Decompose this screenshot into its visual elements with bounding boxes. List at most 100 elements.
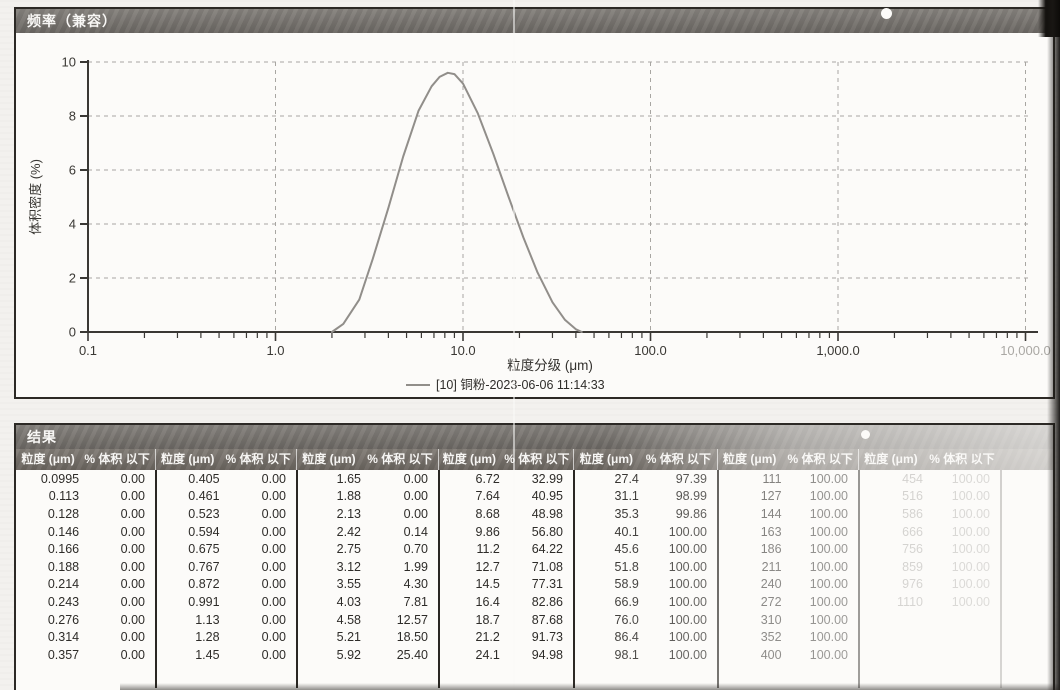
size-cell: 2.42 <box>336 524 361 539</box>
size-cell: 756 <box>902 542 923 557</box>
size-cell: 21.2 <box>475 630 500 645</box>
pct-cell: 100.00 <box>951 559 990 574</box>
table-row: 0.128 0.00 <box>17 505 155 523</box>
pct-cell: 98.99 <box>675 489 707 504</box>
table-row: 186 100.00 <box>719 540 858 558</box>
pct-cell: 0.00 <box>120 559 145 574</box>
size-cell: 6.72 <box>475 471 500 486</box>
pct-cell: 7.81 <box>403 594 428 609</box>
size-cell: 0.146 <box>47 524 80 539</box>
size-cell: 454 <box>902 471 923 486</box>
size-cell: 516 <box>902 489 923 504</box>
table-row: 0.276 0.00 <box>17 611 155 629</box>
table-row: 0.675 0.00 <box>157 540 296 558</box>
y-tick-label: 6 <box>69 163 76 178</box>
table-row: 272 100.00 <box>719 593 858 611</box>
size-cell: 11.2 <box>476 542 500 557</box>
table-row: 7.64 40.95 <box>440 488 573 506</box>
table-row: 51.8 100.00 <box>575 558 717 576</box>
table-row: 211 100.00 <box>719 558 858 576</box>
pct-cell: 0.00 <box>261 489 286 504</box>
y-tick-label: 8 <box>69 109 76 124</box>
size-cell: 40.1 <box>614 524 639 539</box>
pct-cell: 0.00 <box>403 506 428 521</box>
table-row: 12.7 71.08 <box>440 558 573 576</box>
table-row: 18.7 87.68 <box>440 611 573 629</box>
size-cell: 0.113 <box>48 489 80 504</box>
size-cell: 58.9 <box>614 577 639 592</box>
size-cell: 98.1 <box>614 647 639 662</box>
pct-cell: 0.00 <box>261 471 286 486</box>
size-cell: 127 <box>760 489 782 504</box>
size-column-header: 粒度 (μm) <box>442 452 497 466</box>
pct-cell: 0.00 <box>120 630 145 645</box>
size-cell: 4.58 <box>336 612 361 627</box>
size-cell: 27.4 <box>614 471 639 486</box>
size-cell: 586 <box>902 506 923 521</box>
table-row: 45.6 100.00 <box>575 540 717 558</box>
pct-cell: 0.00 <box>261 506 286 521</box>
column-separator <box>1000 470 1002 688</box>
pct-cell: 100.00 <box>668 542 707 557</box>
result-column-group-header: 粒度 (μm) % 体积 以下 <box>717 449 859 470</box>
size-cell: 0.675 <box>188 542 220 557</box>
table-row: 0.188 0.00 <box>17 558 155 576</box>
result-column-group: 0.0995 0.00 0.113 0.00 0.128 0.00 0.146 0.00 0.1… <box>17 470 155 688</box>
table-row: 0.767 0.00 <box>157 558 296 576</box>
pct-column-header: % 体积 以下 <box>504 452 570 466</box>
size-cell: 240 <box>760 577 782 592</box>
table-row: 76.0 100.00 <box>575 611 717 629</box>
size-cell: 1.88 <box>336 489 361 504</box>
size-column-header: 粒度 (μm) <box>864 452 918 466</box>
pct-cell: 0.00 <box>261 647 286 662</box>
table-row: 24.1 94.98 <box>440 646 573 664</box>
table-row: 1.88 0.00 <box>298 488 438 506</box>
size-cell: 14.5 <box>475 577 500 592</box>
result-column-group-header: 粒度 (μm) % 体积 以下 <box>296 449 439 470</box>
pct-cell: 100.00 <box>809 542 848 557</box>
table-row: 6.72 32.99 <box>440 470 573 488</box>
pct-cell: 100.00 <box>809 506 848 521</box>
frequency-chart-panel: 频率（兼容） 0 2 4 6 8 10 0.1 1.0 10.0 100.0 1,000.0 10,0… <box>14 7 1055 399</box>
pct-cell: 0.00 <box>403 489 428 504</box>
size-cell: 0.594 <box>188 524 220 539</box>
size-cell: 18.7 <box>475 612 500 627</box>
x-tick-label: 10.0 <box>450 343 475 358</box>
pct-cell: 0.00 <box>120 577 145 592</box>
size-cell: 1.28 <box>195 630 220 645</box>
size-cell: 666 <box>902 524 923 539</box>
table-row: 454 100.00 <box>860 470 1000 488</box>
table-row: 0.243 0.00 <box>17 593 155 611</box>
result-column-group: 6.72 32.99 7.64 40.95 8.68 48.98 9.86 56.80 11.2… <box>438 470 573 688</box>
results-panel: 结果 粒度 (μm)% 体积 以下 粒度 (μm)% 体积 以下 粒度 (μm)% … <box>14 423 1055 690</box>
table-row: 2.42 0.14 <box>298 523 438 541</box>
table-row: 0.166 0.00 <box>17 540 155 558</box>
table-row: 516 100.00 <box>860 488 1000 506</box>
size-cell: 16.4 <box>475 594 500 609</box>
size-cell: 7.64 <box>475 489 500 504</box>
table-row: 35.3 99.86 <box>575 505 717 523</box>
size-cell: 8.68 <box>475 506 500 521</box>
pct-cell: 0.00 <box>120 524 145 539</box>
pct-cell: 0.00 <box>120 471 145 486</box>
y-tick-label: 2 <box>69 271 76 286</box>
size-cell: 5.21 <box>336 630 361 645</box>
pct-column-header: % 体积 以下 <box>929 452 995 466</box>
pct-cell: 0.00 <box>261 630 286 645</box>
table-row: 0.113 0.00 <box>17 488 155 506</box>
size-cell: 0.166 <box>47 542 80 557</box>
table-row: 0.357 0.00 <box>17 646 155 664</box>
table-row: 11.2 64.22 <box>440 540 573 558</box>
pct-cell: 64.22 <box>531 542 563 557</box>
pct-cell: 1.99 <box>403 559 428 574</box>
pct-cell: 91.73 <box>531 630 563 645</box>
size-column-header: 粒度 (μm) <box>21 452 75 466</box>
table-row: 240 100.00 <box>719 576 858 594</box>
y-tick-label: 10 <box>62 55 76 70</box>
pct-column-header: % 体积 以下 <box>645 452 712 466</box>
pct-column-header: % 体积 以下 <box>84 452 150 466</box>
pct-cell: 0.00 <box>261 612 286 627</box>
result-column-group-header: 粒度 (μm) % 体积 以下 <box>438 449 574 470</box>
table-row: 5.21 18.50 <box>298 628 438 646</box>
